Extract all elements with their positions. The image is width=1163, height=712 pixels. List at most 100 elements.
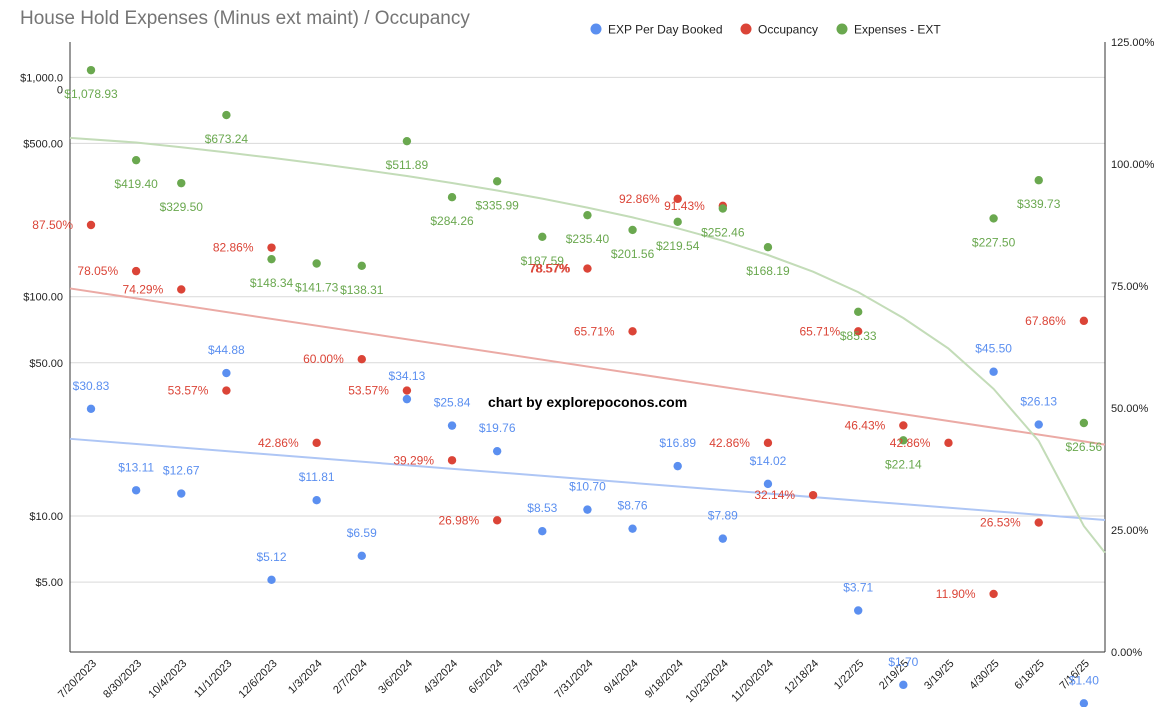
data-label: $141.73 xyxy=(295,281,339,295)
data-point xyxy=(673,217,682,227)
data-label: $13.11 xyxy=(118,460,154,474)
data-labels: $30.83 $13.11 $12.67 $44.88 $5.12 $11.81 $6.59… xyxy=(32,87,1102,687)
data-point xyxy=(583,210,592,220)
data-label: $187.59 xyxy=(521,254,565,268)
data-point xyxy=(267,254,276,264)
data-label: $10.70 xyxy=(569,480,606,494)
data-point xyxy=(447,421,457,430)
data-label: $16.89 xyxy=(659,436,696,450)
data-point xyxy=(718,204,728,213)
data-point xyxy=(628,524,637,533)
data-point xyxy=(177,178,186,188)
data-label: $26.56 xyxy=(1066,440,1103,454)
x-tick-label: 6/18/25 xyxy=(1012,658,1046,692)
legend-label: EXP Per Day Booked xyxy=(608,23,723,37)
data-point xyxy=(492,446,502,456)
data-point xyxy=(222,386,231,395)
data-label: 53.57% xyxy=(348,384,389,398)
data-label: $227.50 xyxy=(972,235,1016,249)
data-label: $19.76 xyxy=(479,421,516,435)
legend-label: Occupancy xyxy=(758,23,818,37)
x-tick-label: 10/4/2023 xyxy=(146,658,189,701)
x-tick-label: 1/22/25 xyxy=(832,658,866,692)
legend-marker xyxy=(590,23,602,35)
y-left-tick-label-wrap: 0 xyxy=(57,84,63,96)
data-point xyxy=(222,368,231,378)
data-label: $511.89 xyxy=(386,158,429,172)
data-label: $7.89 xyxy=(708,509,738,523)
data-point xyxy=(447,456,457,465)
data-label: $284.26 xyxy=(430,214,474,228)
data-label: $1.70 xyxy=(888,655,918,669)
data-label: 78.05% xyxy=(77,264,118,278)
x-tick-label: 9/18/2024 xyxy=(643,658,686,701)
data-point xyxy=(492,516,502,525)
data-label: 11.90% xyxy=(936,587,976,601)
data-label: $148.34 xyxy=(250,276,294,290)
data-label: $45.50 xyxy=(975,342,1012,356)
data-label: $8.76 xyxy=(618,499,648,513)
data-label: $419.40 xyxy=(114,177,158,191)
data-label: $1,078.93 xyxy=(64,87,118,101)
data-label-extra: 78.57% xyxy=(530,262,571,276)
data-point xyxy=(312,496,321,505)
legend: EXP Per Day Booked Occupancy Expenses - EX… xyxy=(590,23,941,37)
data-label: 74.29% xyxy=(123,282,164,296)
data-label: 78.57% xyxy=(529,262,570,276)
x-tick-label: 12/18/24 xyxy=(782,658,821,697)
data-point xyxy=(402,386,412,395)
data-label: $85.33 xyxy=(840,329,877,343)
data-label: 60.00% xyxy=(303,352,344,366)
x-tick-label: 11/1/2023 xyxy=(192,658,235,701)
x-tick-label: 11/20/2024 xyxy=(729,658,776,705)
data-point xyxy=(538,232,547,242)
x-tick-label: 3/6/2024 xyxy=(376,658,415,697)
y-left-tick-label: $1,000.0 xyxy=(20,72,63,84)
data-point xyxy=(763,243,773,252)
data-label: 53.57% xyxy=(168,384,209,398)
data-points xyxy=(86,65,1089,708)
data-point xyxy=(177,489,186,498)
x-tick-label: 1/3/2024 xyxy=(286,658,325,697)
data-point xyxy=(312,259,321,268)
data-point xyxy=(357,551,366,560)
y-right-tick-label: 75.00% xyxy=(1111,281,1149,293)
data-label: $219.54 xyxy=(656,239,700,253)
data-point xyxy=(944,438,953,448)
data-point xyxy=(989,214,998,223)
data-point xyxy=(357,355,366,364)
y-right-tick-label: 25.00% xyxy=(1111,525,1149,537)
data-label: $201.56 xyxy=(611,247,655,261)
data-point xyxy=(673,194,682,204)
data-point xyxy=(131,266,141,276)
data-label: 42.86% xyxy=(890,436,931,450)
x-tick-label: 7/31/2024 xyxy=(552,658,595,701)
data-point xyxy=(808,490,818,500)
data-point xyxy=(628,327,637,336)
data-point xyxy=(131,486,141,495)
data-point xyxy=(177,285,186,294)
x-tick-label: 2/7/2024 xyxy=(331,658,370,697)
data-label: $5.12 xyxy=(257,550,287,564)
y-right-tick-label: 125.00% xyxy=(1111,37,1155,49)
data-point xyxy=(222,110,231,120)
legend-label: Expenses - EXT xyxy=(854,23,941,37)
data-point xyxy=(1034,176,1043,185)
x-tick-label: 4/30/25 xyxy=(967,658,1001,692)
data-label: 87.50% xyxy=(32,218,73,232)
data-point xyxy=(854,606,863,615)
y-right-tick-label: 100.00% xyxy=(1111,159,1155,171)
data-label: $14.02 xyxy=(750,454,787,468)
data-label: $1.40 xyxy=(1069,673,1099,687)
data-point xyxy=(899,436,908,445)
data-label: $44.88 xyxy=(208,343,245,357)
x-tick-label: 7/20/2023 xyxy=(56,658,99,701)
data-label: 26.98% xyxy=(438,513,479,527)
x-tick-label: 9/4/2024 xyxy=(602,658,641,697)
chart-title: House Hold Expenses (Minus ext maint) / … xyxy=(20,8,470,29)
data-point xyxy=(854,327,863,336)
trendline-occupancy xyxy=(69,287,1106,446)
data-point xyxy=(763,438,773,448)
